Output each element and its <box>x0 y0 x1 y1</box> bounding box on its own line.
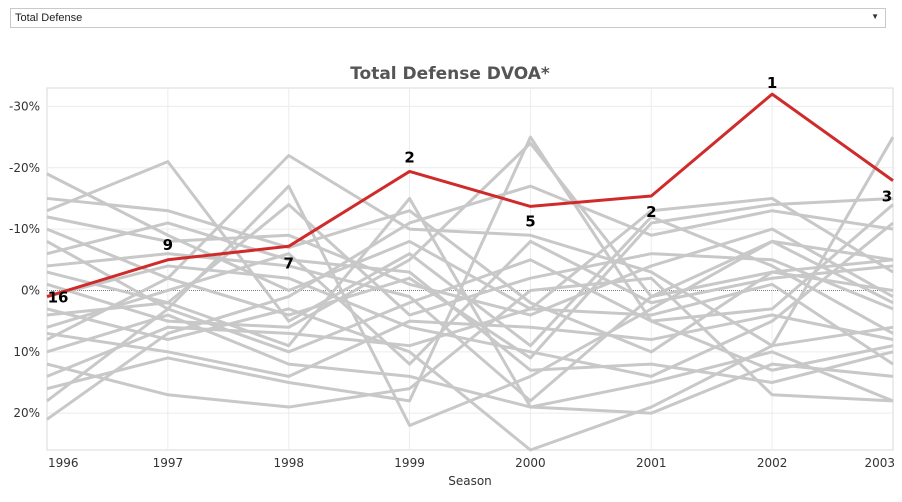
background-team-line <box>46 184 894 421</box>
team-filter-dropdown[interactable]: Total Defense ▼ <box>10 8 886 28</box>
x-axis-ticks: 1996 1997 1998 1999 2000 2001 2002 2003 <box>48 456 895 470</box>
y-tick-label: -20% <box>9 161 40 175</box>
x-tick-label: 1999 <box>394 456 425 470</box>
background-team-line <box>46 196 894 360</box>
rank-labels: 16 9 7 2 5 2 1 3 <box>48 74 893 306</box>
highlight-team-line <box>46 92 894 299</box>
x-tick-label: 1997 <box>153 456 184 470</box>
background-team-line <box>46 135 894 403</box>
y-tick-label: -30% <box>9 99 40 113</box>
rank-label: 2 <box>646 203 656 221</box>
x-axis-title: Season <box>448 474 492 488</box>
dropdown-selected-value: Total Defense <box>15 12 83 24</box>
plot-border <box>46 87 894 451</box>
highlight-team-line <box>46 92 894 299</box>
background-team-line <box>46 276 894 409</box>
background-team-line <box>46 252 894 403</box>
x-tick-label: 2002 <box>757 456 788 470</box>
background-team-line <box>46 215 894 317</box>
rank-label: 2 <box>404 148 414 166</box>
y-tick-label: -10% <box>9 222 40 236</box>
rank-label: 3 <box>882 188 892 206</box>
y-axis-ticks: -30% -20% -10% 0% 10% 20% <box>9 99 40 420</box>
x-tick-label: 1998 <box>273 456 304 470</box>
x-tick-label: 1996 <box>48 456 79 470</box>
rank-label: 9 <box>163 236 173 254</box>
y-tick-label: 10% <box>13 345 40 359</box>
rank-label: 1 <box>767 74 777 92</box>
rank-label: 7 <box>283 254 293 272</box>
background-team-line <box>46 203 894 354</box>
background-team-line <box>46 172 894 311</box>
y-tick-label: 0% <box>21 283 40 297</box>
background-team-lines <box>46 135 895 452</box>
dropdown-triangle-icon: ▼ <box>871 12 879 21</box>
background-team-line <box>46 196 894 354</box>
background-team-line <box>46 313 894 415</box>
x-tick-label: 2003 <box>864 456 895 470</box>
rank-label: 16 <box>48 289 69 307</box>
chart-title: Total Defense DVOA* <box>350 64 550 84</box>
y-tick-label: 20% <box>13 406 40 420</box>
background-team-line <box>46 313 894 378</box>
background-team-line <box>46 184 894 427</box>
x-tick-label: 2000 <box>515 456 546 470</box>
background-team-line <box>46 221 894 385</box>
rank-label: 5 <box>525 212 535 230</box>
x-tick-label: 2001 <box>636 456 667 470</box>
